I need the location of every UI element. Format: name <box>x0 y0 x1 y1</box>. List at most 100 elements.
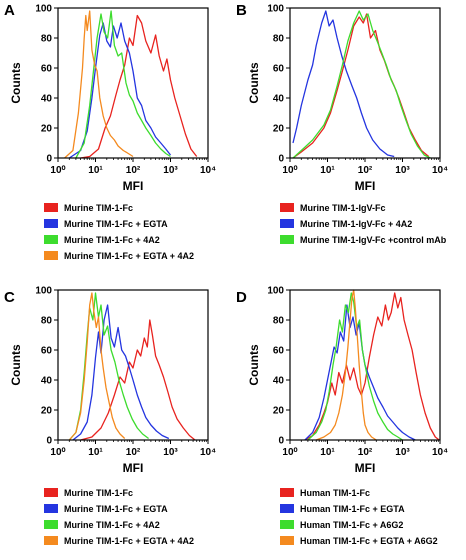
series-line-d-4 <box>315 289 377 441</box>
plot-frame-b <box>289 7 441 159</box>
series-line-c-2 <box>72 304 170 441</box>
panel-letter-d: D <box>236 289 247 306</box>
x-tick-label-b-3: 10³ <box>395 165 410 176</box>
y-axis-label-b: Counts <box>247 62 261 104</box>
x-tick-label-c-4: 10⁴ <box>200 447 216 458</box>
legend-d: Human TIM-1-Fc Human TIM-1-Fc + EGTA Human… <box>280 488 438 546</box>
x-tick-label-c-1: 10¹ <box>88 447 103 458</box>
series-line-a-1 <box>80 14 198 159</box>
legend-swatch-a-1 <box>44 203 58 212</box>
legend-label-b-2: Murine TIM-1-IgV-Fc + 4A2 <box>300 219 412 229</box>
series-line-a-2 <box>68 22 172 159</box>
legend-swatch-a-2 <box>44 219 58 228</box>
legend-swatch-c-1 <box>44 488 58 497</box>
x-tick-label-c-3: 10³ <box>163 447 178 458</box>
legend-label-c-2: Murine TIM-1-Fc + EGTA <box>64 504 168 514</box>
y-tick-label-c-5: 100 <box>35 286 52 297</box>
y-tick-label-b-4: 80 <box>273 34 285 45</box>
legend-swatch-b-2 <box>280 219 294 228</box>
y-tick-label-c-1: 20 <box>41 406 53 417</box>
x-axis-label-c: MFI <box>123 461 144 475</box>
y-tick-label-a-0: 0 <box>46 154 52 165</box>
x-tick-label-d-4: 10⁴ <box>432 447 448 458</box>
y-tick-label-b-3: 60 <box>273 64 285 75</box>
legend-c: Murine TIM-1-Fc Murine TIM-1-Fc + EGTA Mur… <box>44 488 194 546</box>
x-axis-label-b: MFI <box>355 179 376 193</box>
chart-panel-a: A 0 20 40 60 80 100 10⁰ 10¹ 10² 10³ 10⁴ Counts MFI Mur… <box>4 2 216 261</box>
y-tick-label-d-2: 40 <box>273 376 285 387</box>
legend-b: Murine TIM-1-IgV-Fc Murine TIM-1-IgV-Fc +… <box>280 203 447 245</box>
y-tick-label-d-5: 100 <box>267 286 284 297</box>
legend-swatch-b-3 <box>280 235 294 244</box>
chart-panel-c: C 0 20 40 60 80 100 10⁰ 10¹ 10² 10³ 10⁴ Counts MFI Mur… <box>4 286 216 547</box>
legend-label-d-2: Human TIM-1-Fc + EGTA <box>300 504 405 514</box>
x-tick-label-b-4: 10⁴ <box>432 165 448 176</box>
y-tick-label-d-4: 80 <box>273 316 285 327</box>
legend-label-c-4: Murine TIM-1-Fc + EGTA + 4A2 <box>64 536 194 546</box>
x-axis-label-a: MFI <box>123 179 144 193</box>
y-tick-label-b-0: 0 <box>278 154 284 165</box>
series-line-c-1 <box>80 319 196 441</box>
legend-swatch-d-4 <box>280 536 294 545</box>
legend-swatch-b-1 <box>280 203 294 212</box>
x-tick-label-c-2: 10² <box>126 447 141 458</box>
series-line-d-2 <box>304 304 416 441</box>
y-tick-label-b-1: 20 <box>273 124 285 135</box>
x-tick-label-b-1: 10¹ <box>320 165 335 176</box>
x-tick-label-a-4: 10⁴ <box>200 165 216 176</box>
x-axis-label-d: MFI <box>355 461 376 475</box>
legend-swatch-c-4 <box>44 536 58 545</box>
chart-panel-d: D 0 20 40 60 80 100 10⁰ 10¹ 10² 10³ 10⁴ Counts MFI Hum… <box>236 286 448 547</box>
y-tick-label-a-5: 100 <box>35 4 52 15</box>
legend-swatch-c-2 <box>44 504 58 513</box>
legend-a: Murine TIM-1-Fc Murine TIM-1-Fc + EGTA Mur… <box>44 203 194 261</box>
x-tick-label-a-3: 10³ <box>163 165 178 176</box>
y-axis-label-c: Counts <box>9 344 23 386</box>
legend-swatch-a-4 <box>44 251 58 260</box>
x-tick-label-c-0: 10⁰ <box>50 447 65 458</box>
y-axis-label-d: Counts <box>247 344 261 386</box>
panel-letter-c: C <box>4 289 15 306</box>
y-tick-label-a-2: 40 <box>41 94 53 105</box>
legend-label-a-2: Murine TIM-1-Fc + EGTA <box>64 219 168 229</box>
y-tick-label-d-1: 20 <box>273 406 285 417</box>
y-tick-label-b-2: 40 <box>273 94 285 105</box>
chart-panel-b: B 0 20 40 60 80 100 10⁰ 10¹ 10² 10³ 10⁴ Counts MFI Mur… <box>236 2 448 245</box>
x-tick-label-d-2: 10² <box>358 447 373 458</box>
legend-label-d-4: Human TIM-1-Fc + EGTA + A6G2 <box>300 536 438 546</box>
x-tick-label-d-1: 10¹ <box>320 447 335 458</box>
x-tick-label-d-3: 10³ <box>395 447 410 458</box>
x-tick-label-a-1: 10¹ <box>88 165 103 176</box>
y-tick-label-b-5: 100 <box>267 4 284 15</box>
series-line-d-1 <box>304 292 440 441</box>
legend-label-a-4: Murine TIM-1-Fc + EGTA + 4A2 <box>64 251 194 261</box>
x-tick-label-b-2: 10² <box>358 165 373 176</box>
legend-label-c-3: Murine TIM-1-Fc + 4A2 <box>64 520 160 530</box>
series-line-d-3 <box>307 292 403 441</box>
y-tick-label-c-2: 40 <box>41 376 53 387</box>
x-tick-label-b-0: 10⁰ <box>282 165 297 176</box>
legend-swatch-a-3 <box>44 235 58 244</box>
legend-swatch-c-3 <box>44 520 58 529</box>
x-tick-label-a-0: 10⁰ <box>50 165 65 176</box>
legend-swatch-d-3 <box>280 520 294 529</box>
y-tick-label-c-0: 0 <box>46 436 52 447</box>
y-tick-label-c-4: 80 <box>41 316 53 327</box>
legend-label-d-1: Human TIM-1-Fc <box>300 488 370 498</box>
series-line-c-4 <box>68 292 126 441</box>
legend-label-c-1: Murine TIM-1-Fc <box>64 488 133 498</box>
y-tick-label-a-3: 60 <box>41 64 53 75</box>
legend-label-d-3: Human TIM-1-Fc + A6G2 <box>300 520 403 530</box>
legend-swatch-d-2 <box>280 504 294 513</box>
y-tick-label-a-1: 20 <box>41 124 53 135</box>
y-tick-label-c-3: 60 <box>41 346 53 357</box>
y-tick-label-a-4: 80 <box>41 34 53 45</box>
legend-label-b-3: Murine TIM-1-IgV-Fc +control mAb <box>300 235 447 245</box>
legend-swatch-d-1 <box>280 488 294 497</box>
legend-label-b-1: Murine TIM-1-IgV-Fc <box>300 203 386 213</box>
legend-label-a-3: Murine TIM-1-Fc + 4A2 <box>64 235 160 245</box>
series-line-b-3 <box>292 10 431 159</box>
legend-label-a-1: Murine TIM-1-Fc <box>64 203 133 213</box>
series-line-a-4 <box>64 10 134 159</box>
